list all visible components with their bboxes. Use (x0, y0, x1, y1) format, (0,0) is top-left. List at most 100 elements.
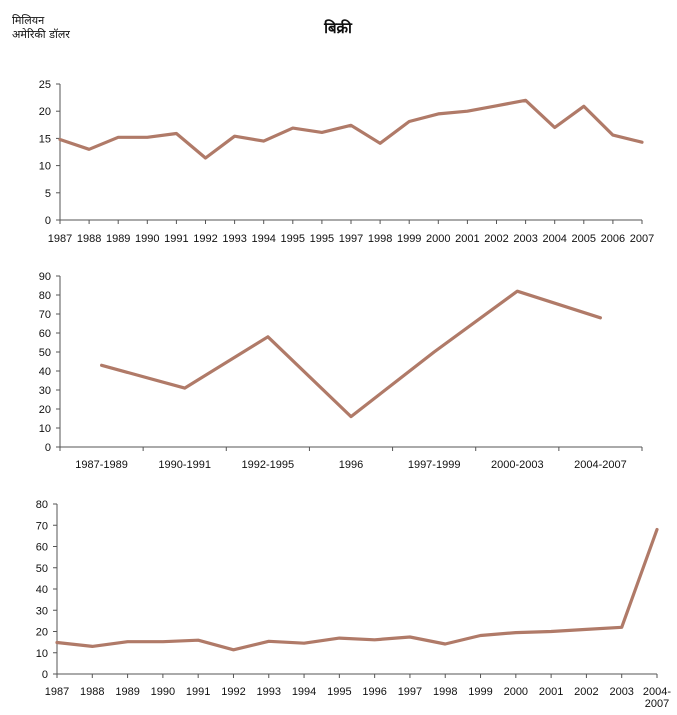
x-tick-label: 1993 (222, 233, 246, 245)
data-point (514, 631, 517, 634)
y-tick-label: 20 (39, 106, 51, 118)
x-tick-label: 2002 (574, 686, 598, 698)
y-tick-label: 60 (39, 328, 51, 340)
data-point (516, 290, 519, 293)
x-tick-label: 2000-2003 (491, 459, 544, 471)
axes (56, 83, 643, 224)
data-point (620, 626, 623, 629)
data-point (553, 126, 556, 129)
x-tick-label: 1989 (106, 233, 130, 245)
y-tick-label: 80 (39, 290, 51, 302)
data-point (91, 645, 94, 648)
data-point (433, 350, 436, 353)
y-tick-label: 30 (36, 605, 48, 617)
x-tick-label: 2000 (504, 686, 528, 698)
x-tick-label: 1999 (397, 233, 421, 245)
x-tick-label: 1997 (398, 686, 422, 698)
data-point (175, 132, 178, 135)
x-tick-label: 1997-1999 (408, 459, 461, 471)
data-point (320, 131, 323, 134)
x-tick-label: 2003 (609, 686, 633, 698)
data-point (161, 640, 164, 643)
data-point (233, 135, 236, 138)
y-tick-label: 60 (36, 542, 48, 554)
x-tick-label: 1988 (80, 686, 104, 698)
x-tick-label: 2002 (484, 233, 508, 245)
x-tick-label: 1995 (310, 233, 334, 245)
data-point (183, 387, 186, 390)
x-tick-label: 2003 (513, 233, 537, 245)
data-point (479, 634, 482, 637)
y-tick-label: 20 (36, 627, 48, 639)
x-tick-label: 1995 (327, 686, 351, 698)
x-tick-label: 1992-1995 (242, 459, 295, 471)
y-tick-label: 25 (39, 79, 51, 91)
x-tick-label: 1996 (362, 686, 386, 698)
data-point (197, 639, 200, 642)
x-tick-label: 1998 (433, 686, 457, 698)
x-tick-label: 1991 (186, 686, 210, 698)
data-point (379, 142, 382, 145)
x-tick-label: 1987 (48, 233, 72, 245)
data-point (373, 638, 376, 641)
x-tick-label: 1994 (292, 686, 316, 698)
y-tick-label: 0 (45, 215, 51, 227)
data-point (100, 364, 103, 367)
data-point (266, 335, 269, 338)
x-tick-label: 2000 (426, 233, 450, 245)
y-tick-label: 50 (39, 347, 51, 359)
chart-3: 0 10 20 30 40 50 60 70 80 1987 1988 1989 1990 1991 199… (36, 499, 672, 710)
x-tick-label: 1994 (251, 233, 275, 245)
data-point (88, 148, 91, 151)
x-tick-label: 1989 (115, 686, 139, 698)
data-point (55, 641, 58, 644)
data-point (349, 124, 352, 127)
x-tick-label: 2006 (601, 233, 625, 245)
y-tick-label: 40 (36, 584, 48, 596)
data-point (582, 105, 585, 108)
data-point (117, 136, 120, 139)
y-tick-label: 15 (39, 133, 51, 145)
x-tick-label: 2004-2007 (643, 686, 671, 710)
data-point (611, 134, 614, 137)
data-point (408, 635, 411, 638)
x-tick-label: 2001 (455, 233, 479, 245)
x-tick-label: 1987 (45, 686, 69, 698)
data-point (349, 415, 352, 418)
data-point (267, 640, 270, 643)
x-tick-label: 1995 (281, 233, 305, 245)
x-tick-label: 2005 (572, 233, 596, 245)
data-point (146, 136, 149, 139)
data-point (302, 642, 305, 645)
data-point (126, 640, 129, 643)
data-point (640, 141, 643, 144)
y-tick-label: 20 (39, 404, 51, 416)
x-tick-label: 1992 (193, 233, 217, 245)
y-axis-unit-label: अमेरिकी डॉलर (12, 28, 70, 41)
data-point (58, 138, 61, 141)
data-point (232, 648, 235, 651)
chart-title: बिक्री (323, 19, 353, 37)
x-tick-label: 1992 (221, 686, 245, 698)
y-tick-label: 0 (42, 669, 48, 681)
x-tick-label: 1990 (135, 233, 159, 245)
x-tick-label: 1988 (77, 233, 101, 245)
y-tick-label: 10 (39, 423, 51, 435)
x-tick-label: 2004-2007 (574, 459, 627, 471)
data-point (408, 120, 411, 123)
y-tick-label: 40 (39, 366, 51, 378)
data-point (291, 126, 294, 129)
data-point (204, 156, 207, 159)
x-tick-label: 1991 (164, 233, 188, 245)
x-tick-label: 1990-1991 (158, 459, 211, 471)
x-tick-label: 1999 (468, 686, 492, 698)
x-tick-label: 2007 (630, 233, 654, 245)
y-tick-label: 10 (36, 648, 48, 660)
chart-2: 0 10 20 30 40 50 60 70 80 90 1987-1989 1990-1991 199… (39, 271, 643, 471)
y-tick-label: 5 (45, 188, 51, 200)
series-line (58, 98, 644, 160)
data-point (437, 112, 440, 115)
